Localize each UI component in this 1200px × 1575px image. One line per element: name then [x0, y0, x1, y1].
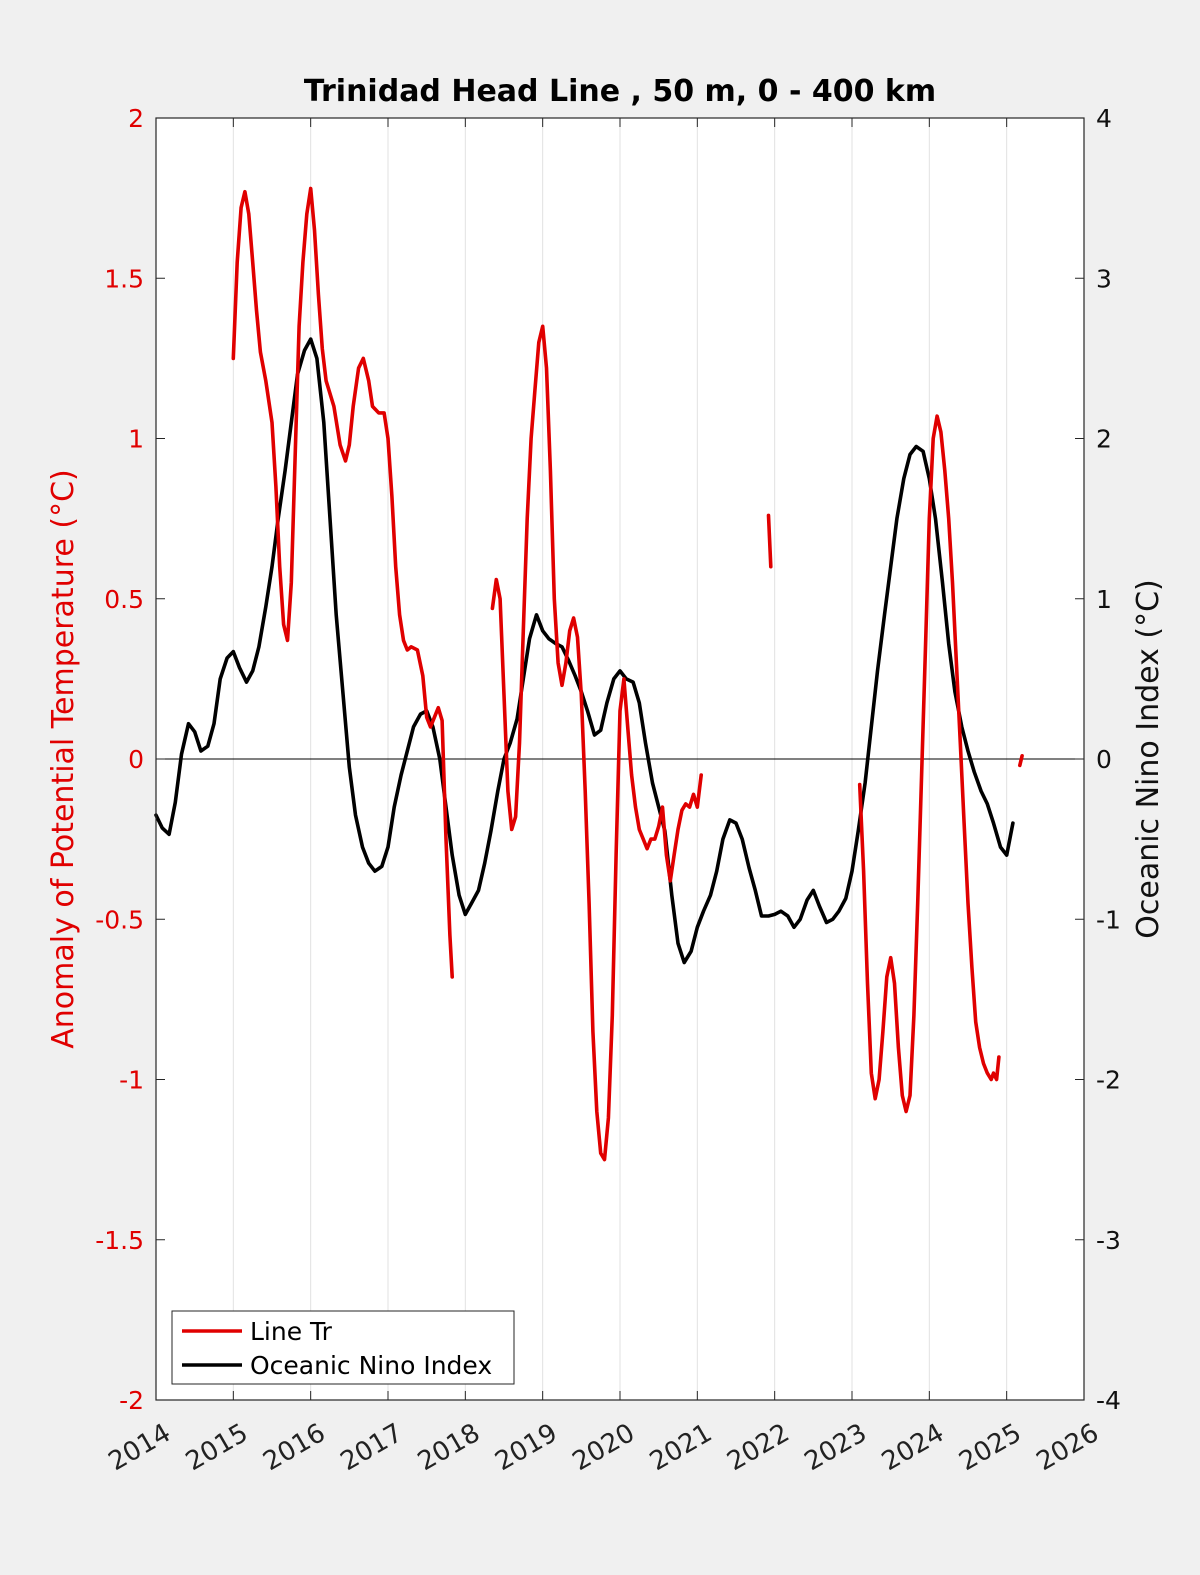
- y-left-tick-label: 1: [128, 425, 144, 454]
- y-axis-right-label: Oceanic Nino Index (°C): [1131, 579, 1166, 939]
- x-tick-label: 2019: [490, 1418, 562, 1477]
- y-left-tick-label: -1: [119, 1066, 144, 1095]
- x-tick-label: 2023: [800, 1418, 872, 1477]
- x-tick-label: 2022: [722, 1418, 794, 1477]
- x-tick-label: 2026: [1032, 1418, 1104, 1477]
- y-right-tick-label: 3: [1096, 264, 1112, 293]
- y-axis-left-label: Anomaly of Potential Temperature (°C): [46, 469, 81, 1048]
- legend-label-oni: Oceanic Nino Index: [250, 1351, 492, 1380]
- y-left-tick-label: 0: [128, 745, 144, 774]
- y-right-tick-label: 0: [1096, 745, 1112, 774]
- y-left-tick-label: -0.5: [95, 905, 144, 934]
- x-tick-label: 2025: [954, 1418, 1026, 1477]
- legend: Line Tr Oceanic Nino Index: [171, 1310, 515, 1385]
- y-right-tick-label: -1: [1096, 905, 1121, 934]
- y-left-tick-label: -2: [119, 1386, 144, 1415]
- x-tick-label: 2014: [104, 1418, 176, 1477]
- chart-title: Trinidad Head Line , 50 m, 0 - 400 km: [304, 74, 936, 109]
- x-tick-label: 2015: [181, 1418, 253, 1477]
- legend-label-line-tr: Line Tr: [250, 1317, 333, 1346]
- series-layer: [154, 186, 1024, 1162]
- x-tick-label: 2020: [568, 1418, 640, 1477]
- x-tick-label: 2024: [877, 1418, 949, 1477]
- y-right-tick-label: -2: [1096, 1066, 1121, 1095]
- x-tick-label: 2018: [413, 1418, 485, 1477]
- line-tr-series-segment: [857, 414, 1001, 1114]
- y-right-tick-label: 4: [1096, 104, 1112, 133]
- y-left-tick-label: -1.5: [95, 1226, 144, 1255]
- y-right-tick-label: 1: [1096, 585, 1112, 614]
- y-right-tick-label: -4: [1096, 1386, 1121, 1415]
- line-tr-series-segment: [766, 513, 773, 569]
- legend-box: [171, 1310, 515, 1385]
- y-right-tick-label: -3: [1096, 1226, 1121, 1255]
- y-axis-left: 2 1.5 1 0.5 0 -0.5 -1 -1.5 -2: [95, 104, 165, 1415]
- x-tick-label: 2021: [645, 1418, 717, 1477]
- y-right-tick-label: 2: [1096, 425, 1112, 454]
- y-left-tick-label: 2: [128, 104, 144, 133]
- line-tr-series-segment: [231, 186, 454, 979]
- y-left-tick-label: 1.5: [104, 264, 144, 293]
- y-axis-right: 4 3 2 1 0 -1 -2 -3 -4: [1075, 104, 1121, 1415]
- line-tr-series-segment: [490, 324, 703, 1162]
- line-tr-series-segment: [1018, 754, 1024, 768]
- x-tick-label: 2016: [258, 1418, 330, 1477]
- y-left-tick-label: 0.5: [104, 585, 144, 614]
- x-tick-label: 2017: [336, 1418, 408, 1477]
